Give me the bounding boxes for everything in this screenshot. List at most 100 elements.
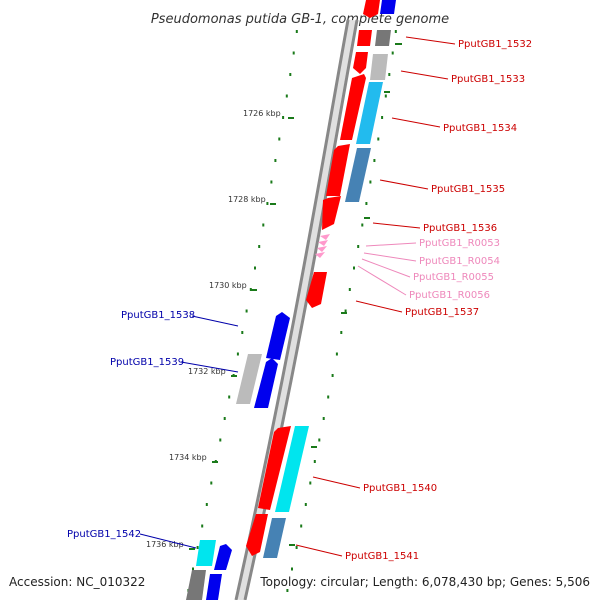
tick-dot xyxy=(381,116,384,119)
tick-dot xyxy=(249,288,252,291)
gene-label-1540[interactable]: PputGB1_1540 xyxy=(363,483,437,494)
gene-1538-blue[interactable] xyxy=(266,312,290,360)
tick-dot xyxy=(318,438,321,442)
tick-dot xyxy=(210,481,213,485)
tick-dot xyxy=(377,137,380,141)
label-connector xyxy=(180,361,239,373)
tick-dot xyxy=(270,180,273,184)
tick-dot xyxy=(286,589,289,592)
tick-dot xyxy=(335,352,338,356)
gene-label-1542[interactable]: PputGB1_1542 xyxy=(67,529,141,540)
summary-text: Topology: circular; Length: 6,078,430 bp… xyxy=(259,575,590,589)
gene-1542-blue[interactable] xyxy=(214,544,232,570)
gene-1533-red[interactable] xyxy=(353,52,368,74)
rna-r0055[interactable] xyxy=(317,246,327,252)
tick-dot xyxy=(331,374,334,377)
tick-dot xyxy=(353,266,355,270)
gene-1535-red[interactable] xyxy=(326,144,350,196)
right-tick-marks xyxy=(286,30,397,592)
tick-dot xyxy=(223,417,226,420)
scale-label-1730: 1730 kbp xyxy=(209,281,247,290)
rna-r0056[interactable] xyxy=(315,252,325,258)
label-connector xyxy=(400,70,449,80)
gene-1540-cyan[interactable] xyxy=(275,426,309,512)
gene-1537-red[interactable] xyxy=(306,272,327,308)
gene-1535-steel[interactable] xyxy=(345,148,371,202)
tick-dot xyxy=(228,395,231,399)
tick-dot xyxy=(289,73,292,76)
gene-label-r0054[interactable]: PputGB1_R0054 xyxy=(419,256,500,267)
tick-dot xyxy=(282,116,285,119)
tick-dot xyxy=(258,245,261,248)
tick-dot xyxy=(365,202,368,205)
tick-dot xyxy=(192,567,194,571)
accession-text: Accession: NC_010322 xyxy=(9,575,145,589)
gene-bottom-gray[interactable] xyxy=(186,570,206,600)
backbone-line xyxy=(234,19,350,600)
label-connector xyxy=(379,179,429,190)
gene-1534-red[interactable] xyxy=(340,74,366,140)
gene-label-1541[interactable]: PputGB1_1541 xyxy=(345,551,419,562)
tick-dot xyxy=(373,159,376,162)
label-connector xyxy=(405,36,456,45)
tick-dot xyxy=(369,180,372,184)
gene-label-1534[interactable]: PputGB1_1534 xyxy=(443,123,517,134)
tick-dot xyxy=(295,30,298,33)
tick-dot xyxy=(394,30,397,33)
label-connector xyxy=(357,265,407,296)
scale-label-1728: 1728 kbp xyxy=(228,195,266,204)
gene-1541-red[interactable] xyxy=(246,514,268,556)
gene-label-r0056[interactable]: PputGB1_R0056 xyxy=(409,290,490,301)
gene-1536-red[interactable] xyxy=(322,196,341,230)
tick-dot xyxy=(205,503,208,506)
rna-r0053[interactable] xyxy=(320,234,330,240)
tick-dot xyxy=(300,524,303,528)
label-connector xyxy=(139,533,197,549)
gene-label-1536[interactable]: PputGB1_1536 xyxy=(423,223,497,234)
gene-label-1535[interactable]: PputGB1_1535 xyxy=(431,184,505,195)
gene-label-1532[interactable]: PputGB1_1532 xyxy=(458,39,532,50)
gene-1532-red[interactable] xyxy=(357,30,372,46)
gene-label-1537[interactable]: PputGB1_1537 xyxy=(405,307,479,318)
gene-label-1538[interactable]: PputGB1_1538 xyxy=(121,310,195,321)
label-connector xyxy=(355,300,403,313)
gene-1534-sky[interactable] xyxy=(356,82,383,144)
gene-label-1533[interactable]: PputGB1_1533 xyxy=(451,74,525,85)
gene-1540-red[interactable] xyxy=(258,426,291,510)
tick-dot xyxy=(254,266,256,270)
tick-dot xyxy=(285,94,288,98)
tick-dot xyxy=(295,546,298,549)
tick-dot xyxy=(292,51,295,55)
gene-1541-steel[interactable] xyxy=(263,518,286,558)
tick-dot xyxy=(357,245,360,248)
gene-label-r0053[interactable]: PputGB1_R0053 xyxy=(419,238,500,249)
tick-dot xyxy=(274,159,277,162)
tick-dot xyxy=(219,438,222,442)
tick-dot xyxy=(322,417,325,420)
tick-dot xyxy=(388,73,391,76)
tick-dot xyxy=(262,223,265,227)
gene-label-1539[interactable]: PputGB1_1539 xyxy=(110,357,184,368)
gene-label-r0055[interactable]: PputGB1_R0055 xyxy=(413,272,494,283)
tick-dot xyxy=(201,524,204,528)
tick-dot xyxy=(241,331,244,334)
tick-dot xyxy=(278,137,281,141)
tick-dot xyxy=(391,51,394,55)
gene-1542-cyan[interactable] xyxy=(196,540,216,566)
tick-dot xyxy=(304,503,307,506)
gene-bottom-blue[interactable] xyxy=(206,574,222,600)
gene-1539-blue[interactable] xyxy=(254,358,278,408)
scale-label-1726: 1726 kbp xyxy=(243,109,281,118)
gene-1532-gray[interactable] xyxy=(375,30,391,46)
map-title: Pseudomonas putida GB-1, complete genome xyxy=(151,12,449,27)
gene-1533-gray[interactable] xyxy=(370,54,388,80)
tick-dot xyxy=(245,309,248,313)
gene-feature-red[interactable] xyxy=(363,0,380,18)
gene-1539-gray[interactable] xyxy=(236,354,262,404)
tick-dot xyxy=(344,309,347,313)
gene-feature-blue[interactable] xyxy=(380,0,396,14)
label-connector xyxy=(191,315,239,327)
rna-r0054[interactable] xyxy=(318,240,328,246)
label-connector xyxy=(372,222,421,229)
